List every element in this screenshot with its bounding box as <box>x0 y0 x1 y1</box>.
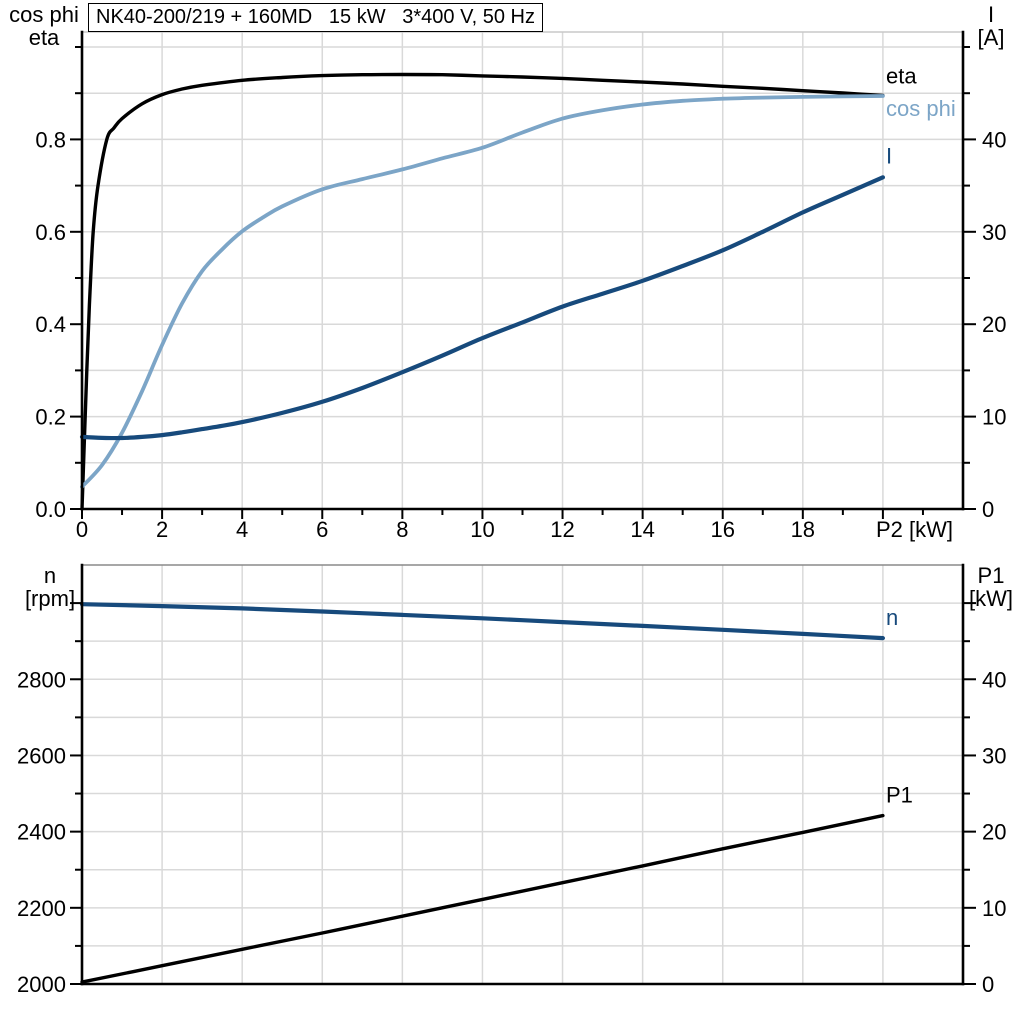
left-axis-title-line: [rpm] <box>25 586 75 611</box>
right-axis-tick-label: 10 <box>982 405 1006 430</box>
n-curve <box>79 602 885 641</box>
curve-title: NK40-200/219 + 160MD 15 kW 3*400 V, 50 H… <box>96 6 535 28</box>
left-axis-tick-label: 0.0 <box>35 497 66 522</box>
eta-curve <box>80 72 885 511</box>
right-axis-title-line: [A] <box>978 25 1005 50</box>
right-axis-title-line: P1 <box>978 563 1005 588</box>
i-curve <box>79 175 885 441</box>
eta-curve-label: eta <box>886 64 917 89</box>
gridlines <box>82 32 963 509</box>
gridlines <box>82 565 963 984</box>
right-axis-tick-label: 40 <box>982 667 1006 692</box>
x-axis-tick-label: 14 <box>630 517 654 542</box>
left-axis-tick-label: 0.4 <box>35 312 66 337</box>
p1-curve <box>80 813 885 984</box>
right-axis-tick-label: 40 <box>982 127 1006 152</box>
p1-curve-label: P1 <box>886 783 913 808</box>
x-axis-tick-label: 18 <box>791 517 815 542</box>
right-axis-tick-label: 10 <box>982 896 1006 921</box>
x-axis-tick-label: 16 <box>710 517 734 542</box>
cos-phi-curve-label: cos phi <box>886 96 956 121</box>
left-axis-tick-label: 2200 <box>17 896 66 921</box>
left-axis-tick-label: 0.8 <box>35 127 66 152</box>
i-curve-label: I <box>886 143 892 168</box>
axes <box>70 563 976 986</box>
left-axis-tick-label: 2600 <box>17 743 66 768</box>
right-axis-tick-label: 30 <box>982 743 1006 768</box>
left-axis-tick-label: 0.2 <box>35 405 66 430</box>
left-axis-tick-label: 2400 <box>17 820 66 845</box>
right-axis-title-line: I <box>988 2 994 27</box>
x-axis-tick-label: 8 <box>396 517 408 542</box>
cos-phi-curve <box>80 94 885 489</box>
right-axis-tick-label: 20 <box>982 820 1006 845</box>
left-axis-title-line: cos phi <box>9 2 79 27</box>
x-axis-tick-label: 4 <box>236 517 248 542</box>
x-axis-title: P2 [kW] <box>876 517 953 542</box>
x-axis-tick-label: 2 <box>156 517 168 542</box>
x-axis-tick-label: 6 <box>316 517 328 542</box>
curve-title-box: NK40-200/219 + 160MD 15 kW 3*400 V, 50 H… <box>88 3 543 32</box>
left-axis-tick-label: 2800 <box>17 667 66 692</box>
n-curve-label: n <box>886 605 898 630</box>
left-axis-tick-label: 0.6 <box>35 220 66 245</box>
series-curves <box>79 72 885 511</box>
right-axis-tick-label: 20 <box>982 312 1006 337</box>
axes <box>70 30 976 519</box>
series-curves <box>79 602 885 984</box>
right-axis-tick-label: 0 <box>982 972 994 997</box>
left-axis-tick-label: 2000 <box>17 972 66 997</box>
right-axis-tick-label: 0 <box>982 497 994 522</box>
right-axis-title-line: [kW] <box>969 586 1013 611</box>
x-axis-tick-label: 10 <box>470 517 494 542</box>
left-axis-title-line: eta <box>29 25 60 50</box>
right-axis-tick-label: 30 <box>982 220 1006 245</box>
bottom-chart: nP120002200240026002800010203040n[rpm]P1… <box>17 563 1013 997</box>
x-axis-tick-label: 0 <box>76 517 88 542</box>
x-axis-tick-label: 12 <box>550 517 574 542</box>
left-axis-title-line: n <box>44 563 56 588</box>
